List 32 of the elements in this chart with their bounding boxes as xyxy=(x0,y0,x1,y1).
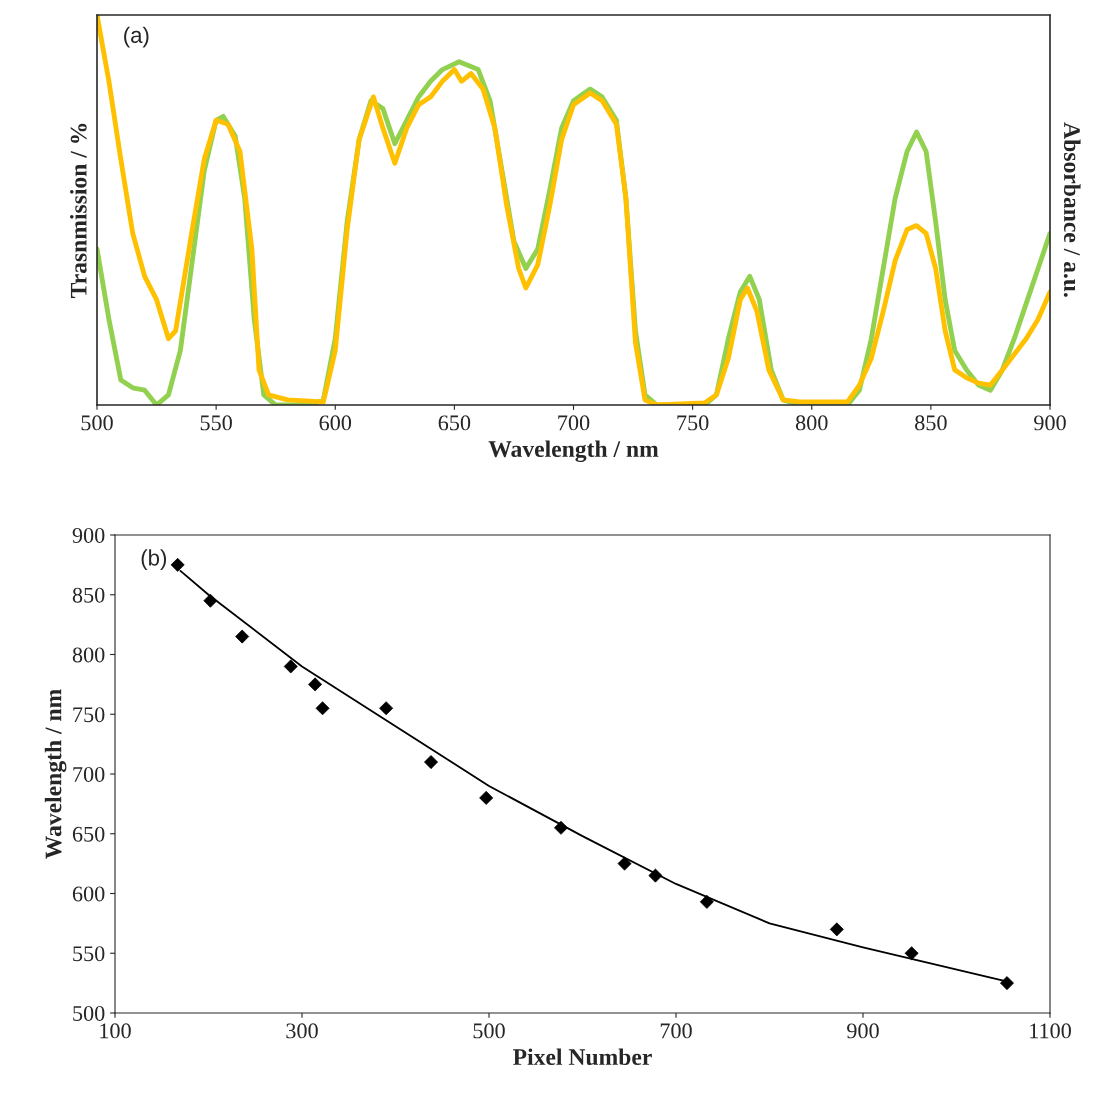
x-tick-label: 750 xyxy=(677,415,709,431)
x-tick-label: 800 xyxy=(795,415,828,431)
x-tick-label: 1100 xyxy=(1030,1023,1071,1039)
y-tick-label: 700 xyxy=(73,766,105,782)
x-tick-label: 700 xyxy=(558,415,590,431)
x-axis-title: Wavelength / nm xyxy=(488,440,659,463)
point xyxy=(170,557,185,572)
annotation: (a) xyxy=(124,26,149,48)
y2-axis-title: Absorbance / a.u. xyxy=(1063,122,1081,297)
x-tick-label: 500 xyxy=(473,1023,505,1039)
x-tick-label: 600 xyxy=(319,415,352,431)
x-tick-label: 650 xyxy=(438,415,471,431)
y-tick-label: 850 xyxy=(72,587,105,603)
x-tick-label: 300 xyxy=(286,1023,318,1039)
y-axis-title: Trasnmission / % xyxy=(70,123,87,298)
y-tick-label: 900 xyxy=(72,527,105,543)
y-axis-title: Wavelength / nm xyxy=(44,689,67,859)
x-tick-label: 700 xyxy=(660,1023,692,1039)
annotation: (b) xyxy=(141,549,167,571)
x-tick-label: 100 xyxy=(100,1023,131,1039)
x-axis-title: Pixel Number xyxy=(513,1048,652,1066)
y-tick-label: 550 xyxy=(73,946,105,962)
y-tick-label: 750 xyxy=(73,707,105,723)
y-tick-label: 500 xyxy=(73,1005,105,1021)
point xyxy=(308,677,323,692)
y-tick-label: 600 xyxy=(72,886,105,902)
x-tick-label: 900 xyxy=(1034,415,1066,431)
y-tick-label: 800 xyxy=(72,647,105,663)
x-tick-label: 850 xyxy=(915,415,947,431)
x-tick-label: 550 xyxy=(200,415,232,431)
x-tick-label: 900 xyxy=(847,1023,879,1039)
y-tick-label: 650 xyxy=(72,826,105,842)
